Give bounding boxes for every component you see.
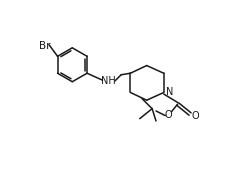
Text: O: O: [165, 110, 172, 120]
Text: Br: Br: [39, 41, 50, 50]
Text: N: N: [166, 88, 173, 97]
Text: NH: NH: [101, 76, 116, 86]
Text: O: O: [192, 111, 199, 121]
